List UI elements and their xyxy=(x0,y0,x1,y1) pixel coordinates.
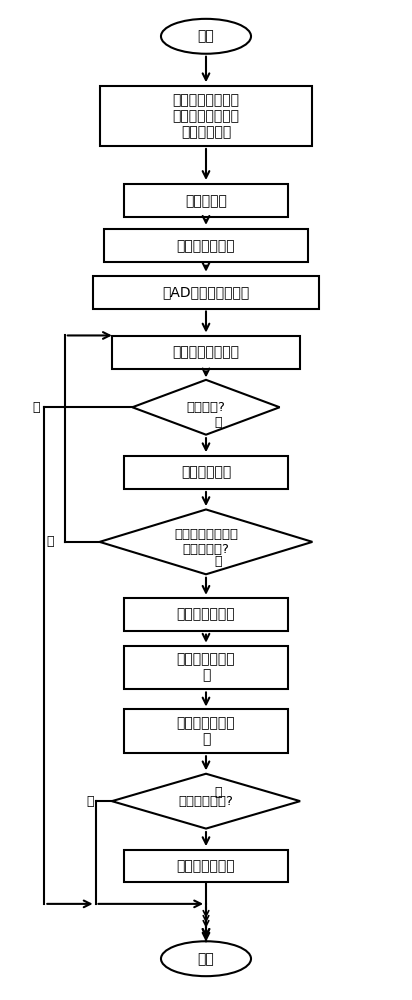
Text: 是: 是 xyxy=(214,416,222,429)
Text: 否: 否 xyxy=(33,401,40,414)
Text: 按键按下与否?: 按键按下与否? xyxy=(178,795,234,808)
Text: 是: 是 xyxy=(214,555,222,568)
Text: 主电路电压是否大
于启动电压?: 主电路电压是否大 于启动电压? xyxy=(174,528,238,556)
Text: 否: 否 xyxy=(87,795,94,808)
Text: 是否启动?: 是否启动? xyxy=(187,401,225,414)
Text: 是: 是 xyxy=(214,786,222,799)
Text: 否: 否 xyxy=(46,535,54,548)
Text: 结束: 结束 xyxy=(198,952,214,966)
Text: 检测电机启动按键: 检测电机启动按键 xyxy=(173,345,239,359)
Text: 系统初始化，禁止
看门狗、配置系统
以及外设时钟: 系统初始化，禁止 看门狗、配置系统 以及外设时钟 xyxy=(173,93,239,139)
Text: 电机制动子程序: 电机制动子程序 xyxy=(177,859,235,873)
Text: 外设初始化: 外设初始化 xyxy=(185,194,227,208)
Text: 开始: 开始 xyxy=(198,29,214,43)
Text: 开AD中断及保护中断: 开AD中断及保护中断 xyxy=(162,286,250,300)
Text: 检测电机制动按
键: 检测电机制动按 键 xyxy=(177,716,235,746)
Text: 中断服务初始化: 中断服务初始化 xyxy=(177,239,235,253)
Text: 双闭环调速子程
序: 双闭环调速子程 序 xyxy=(177,652,235,683)
Text: 电机启动子程序: 电机启动子程序 xyxy=(177,608,235,622)
Text: 启动电压检测: 启动电压检测 xyxy=(181,465,231,479)
